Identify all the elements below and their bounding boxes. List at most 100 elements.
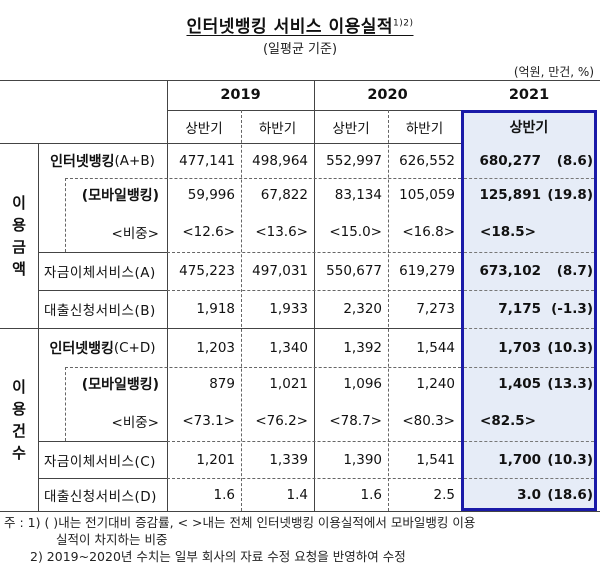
row-label: 대출신청서비스(B) <box>38 290 167 328</box>
value-cell: <16.8> <box>402 224 455 240</box>
header-bottom-border <box>0 143 461 144</box>
footnotes: 주 : 1) ( )내는 전기대비 증감률, < >내는 전체 인터넷뱅킹 이용… <box>4 514 475 565</box>
row-label: 대출신청서비스(D) <box>38 478 167 511</box>
value-cell: 1,405 <box>498 376 541 392</box>
half-header: 하반기 <box>258 120 297 137</box>
year-header: 2021 <box>508 87 550 103</box>
page-title: 인터넷뱅킹 서비스 이용실적1)2) <box>186 17 414 37</box>
footnote-2: 2) 2019~2020년 수치는 일부 회사의 자료 수정 요청을 반영하여 … <box>30 549 406 564</box>
value-cell: 1,918 <box>196 301 235 317</box>
group-label-char: 금 <box>12 237 26 256</box>
change-rate: (18.6) <box>547 486 593 503</box>
row-divider-dashed <box>65 367 461 368</box>
value-cell: 1,390 <box>343 451 382 468</box>
group-border <box>0 328 461 329</box>
value-cell: 67,822 <box>260 187 308 203</box>
value-cell: 673,102 <box>479 263 542 279</box>
row-label-text: 대출신청서비스(D) <box>44 488 157 505</box>
table-bottom-border <box>0 511 600 512</box>
group-label-char: 건 <box>12 421 26 440</box>
value-cell: 83,134 <box>334 187 382 203</box>
row-label-text: <비중> <box>111 415 159 431</box>
year-header: 2019 <box>220 87 261 103</box>
row-divider <box>38 478 167 479</box>
value-cell: 3.0 <box>517 486 541 503</box>
group-label-char: 수 <box>12 443 26 462</box>
value-cell: 1,340 <box>269 339 308 356</box>
group-label-char: 이 <box>12 193 26 212</box>
value-cell: 475,223 <box>179 263 235 279</box>
value-cell: 1,203 <box>196 339 235 356</box>
value-cell: <73.1> <box>182 413 235 429</box>
value-cell: 2,320 <box>343 301 382 317</box>
value-cell: 1,703 <box>498 339 541 356</box>
row-divider <box>38 252 167 253</box>
row-divider-dashed <box>167 252 461 253</box>
title-wrap: 인터넷뱅킹 서비스 이용실적1)2) <box>0 12 600 37</box>
group-label-char: 용 <box>12 215 26 234</box>
value-cell: 498,964 <box>252 152 308 169</box>
unit-label: (억원, 만건, %) <box>513 65 594 79</box>
value-cell: 1,021 <box>269 376 308 392</box>
value-cell: <18.5> <box>480 224 536 240</box>
col-divider-dashed <box>241 110 242 511</box>
row-label-bold: (모바일뱅킹) <box>81 188 159 204</box>
row-label-bold: 인터넷뱅킹 <box>49 340 114 357</box>
value-cell: 2.5 <box>433 486 455 503</box>
value-cell: 1,544 <box>416 339 455 356</box>
row-label: <비중> <box>38 401 167 441</box>
value-cell: 1,700 <box>498 451 541 468</box>
group-divider <box>38 143 39 511</box>
highlight-row-divider <box>464 178 594 179</box>
row-label: <비중> <box>38 212 167 252</box>
mobile-block-border <box>65 367 66 441</box>
data-table: 2019 2020 2021 상반기 하반기 상반기 하반기 상반기 이 용 금 액 이 용 건 수 인터넷뱅킹… <box>0 80 600 512</box>
highlight-row-divider <box>464 328 594 329</box>
value-cell: <82.5> <box>480 413 536 429</box>
half-header: 상반기 <box>332 120 370 137</box>
value-cell: 7,175 <box>498 301 541 317</box>
change-rate <box>547 212 593 252</box>
highlight-row-divider <box>464 367 594 368</box>
value-cell: 552,997 <box>326 152 382 169</box>
row-divider-dashed <box>167 478 461 479</box>
value-cell: 680,277 <box>479 152 542 169</box>
change-rate: (8.6) <box>556 152 593 169</box>
value-cell: 879 <box>209 376 235 392</box>
half-header: 상반기 <box>185 120 223 137</box>
row-label: 인터넷뱅킹 (A+B) <box>38 143 167 178</box>
row-label: 인터넷뱅킹 (C+D) <box>38 328 167 367</box>
value-cell: <76.2> <box>255 413 308 429</box>
value-cell: 1.6 <box>213 486 235 503</box>
half-header: 하반기 <box>405 120 444 137</box>
col-divider <box>167 80 168 511</box>
row-label-bold: 인터넷뱅킹 <box>50 153 115 170</box>
value-cell: 1,240 <box>416 376 455 392</box>
row-label: 자금이체서비스(C) <box>38 441 167 478</box>
value-cell: 1.6 <box>360 486 382 503</box>
value-cell: 59,996 <box>187 187 235 203</box>
value-cell: 477,141 <box>179 152 235 169</box>
value-cell: 1.4 <box>286 486 308 503</box>
row-label-text: <비중> <box>111 226 159 242</box>
row-label: (모바일뱅킹) <box>38 367 167 401</box>
value-cell: 125,891 <box>479 187 542 203</box>
value-cell: 1,541 <box>416 451 455 468</box>
value-cell: <80.3> <box>402 413 455 429</box>
row-label-text: (A+B) <box>114 152 155 169</box>
value-cell: <78.7> <box>329 413 382 429</box>
row-divider <box>38 441 167 442</box>
value-cell: 1,339 <box>269 451 308 468</box>
col-divider <box>314 80 315 511</box>
group-label-char: 액 <box>12 259 26 278</box>
mobile-block-border <box>65 178 66 252</box>
row-label-bold: (모바일뱅킹) <box>81 377 159 393</box>
value-cell: 1,392 <box>343 339 382 356</box>
highlight-2021-column <box>461 110 597 511</box>
change-rate: (-1.3) <box>551 301 593 317</box>
row-divider <box>38 290 167 291</box>
change-rate: (10.3) <box>547 451 593 468</box>
value-cell: 626,552 <box>399 152 455 169</box>
change-rate <box>547 401 593 441</box>
